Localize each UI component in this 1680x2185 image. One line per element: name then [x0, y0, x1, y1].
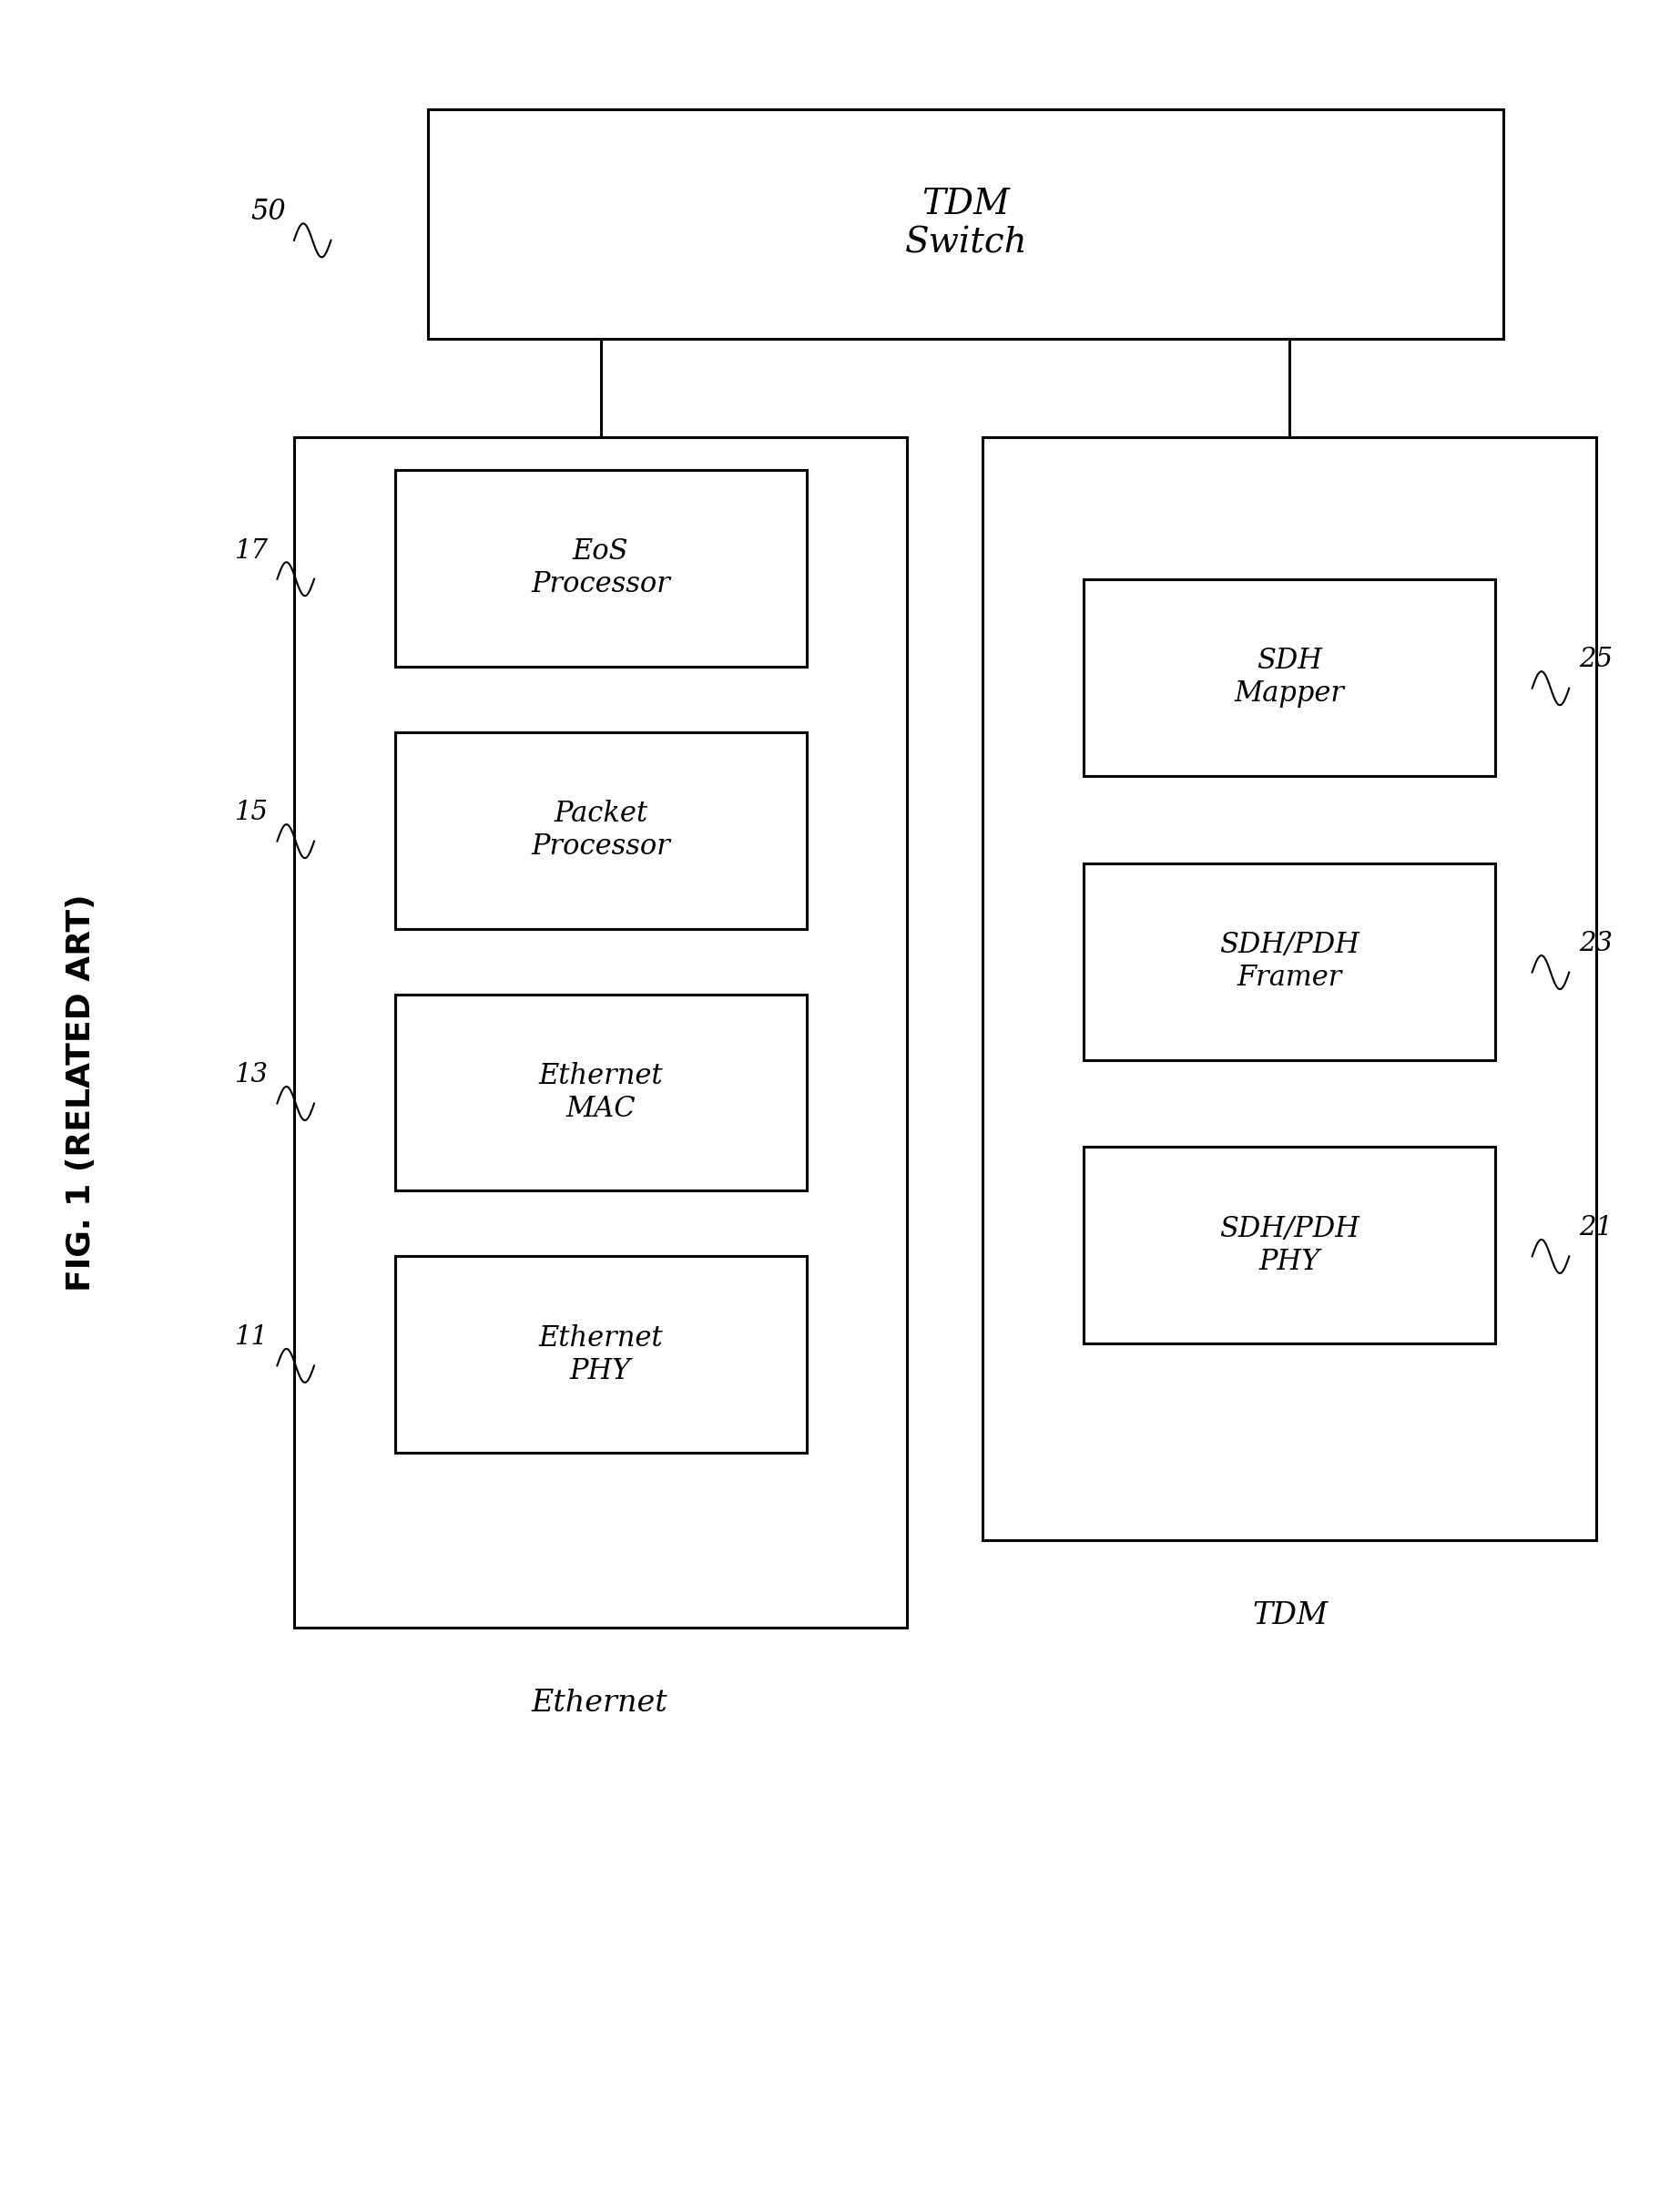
Text: 50: 50: [250, 199, 286, 225]
Bar: [395, 1256, 806, 1453]
Text: 23: 23: [1579, 931, 1613, 957]
Text: Packet
Processor: Packet Processor: [531, 800, 670, 861]
Text: 17: 17: [235, 538, 269, 564]
Text: TDM: TDM: [1252, 1602, 1329, 1630]
Text: 11: 11: [235, 1324, 269, 1350]
Text: FIG. 1 (RELATED ART): FIG. 1 (RELATED ART): [66, 894, 96, 1291]
Text: 21: 21: [1579, 1215, 1613, 1241]
Bar: [1084, 863, 1495, 1060]
Bar: [1084, 579, 1495, 776]
Text: SDH/PDH
PHY: SDH/PDH PHY: [1220, 1215, 1359, 1276]
Text: SDH
Mapper: SDH Mapper: [1235, 647, 1344, 708]
Text: 13: 13: [235, 1062, 269, 1088]
Text: SDH/PDH
Framer: SDH/PDH Framer: [1220, 931, 1359, 992]
Bar: [428, 109, 1504, 339]
Bar: [294, 437, 907, 1628]
Text: Ethernet: Ethernet: [531, 1689, 669, 1717]
Text: TDM
Switch: TDM Switch: [906, 188, 1026, 260]
Bar: [395, 470, 806, 666]
Bar: [983, 437, 1596, 1540]
Text: 15: 15: [235, 800, 269, 826]
Text: EoS
Processor: EoS Processor: [531, 538, 670, 599]
Text: Ethernet
MAC: Ethernet MAC: [538, 1062, 664, 1123]
Bar: [395, 994, 806, 1191]
Text: 25: 25: [1579, 647, 1613, 673]
Bar: [1084, 1147, 1495, 1344]
Bar: [395, 732, 806, 929]
Text: Ethernet
PHY: Ethernet PHY: [538, 1324, 664, 1385]
